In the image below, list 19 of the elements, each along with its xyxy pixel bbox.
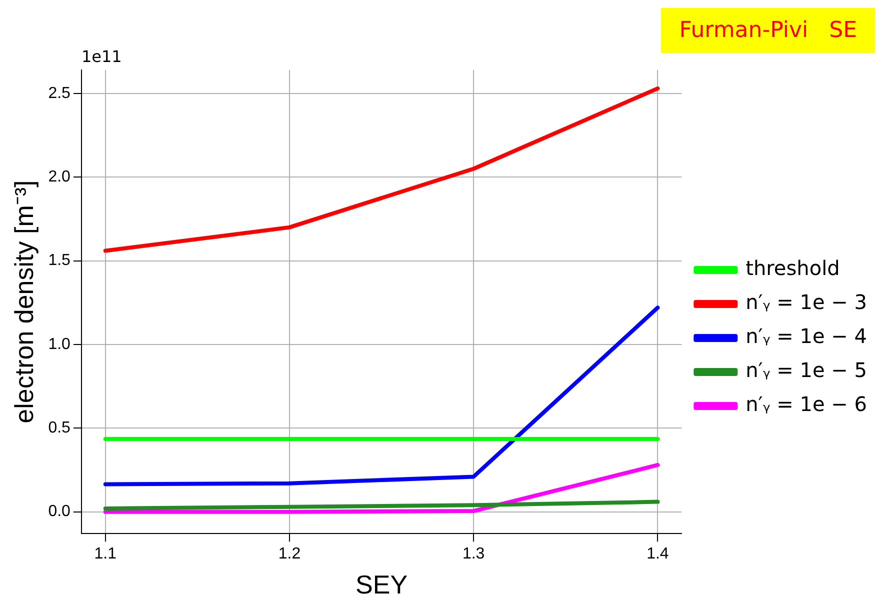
text: 1e11 <box>81 47 122 66</box>
y-tick-label: 1.0 <box>48 336 71 353</box>
legend-label: n′ᵧ = 1e − 4 <box>746 324 868 348</box>
x-axis-title: SEY <box>356 570 408 600</box>
text: Furman-Pivi SE <box>661 8 875 53</box>
x-tick-label: 1.3 <box>462 546 485 563</box>
y-tick-label: 0.0 <box>48 503 71 520</box>
y-tick-label: 1.5 <box>48 252 71 270</box>
x-tick-label: 1.4 <box>646 546 669 563</box>
x-tick-label: 1.1 <box>94 546 117 563</box>
legend-label: n′ᵧ = 1e − 5 <box>746 358 868 382</box>
y-axis-title: electron density [m⁻³] <box>8 180 39 424</box>
y-tick-label: 2.5 <box>48 84 71 102</box>
legend-label: n′ᵧ = 1e − 6 <box>746 392 868 416</box>
x-tick-label: 1.2 <box>278 546 301 563</box>
legend-label: threshold <box>746 256 840 280</box>
legend-label: n′ᵧ = 1e − 3 <box>746 290 868 314</box>
y-tick-label: 2.0 <box>48 168 71 186</box>
y-tick-label: 0.5 <box>48 420 71 437</box>
